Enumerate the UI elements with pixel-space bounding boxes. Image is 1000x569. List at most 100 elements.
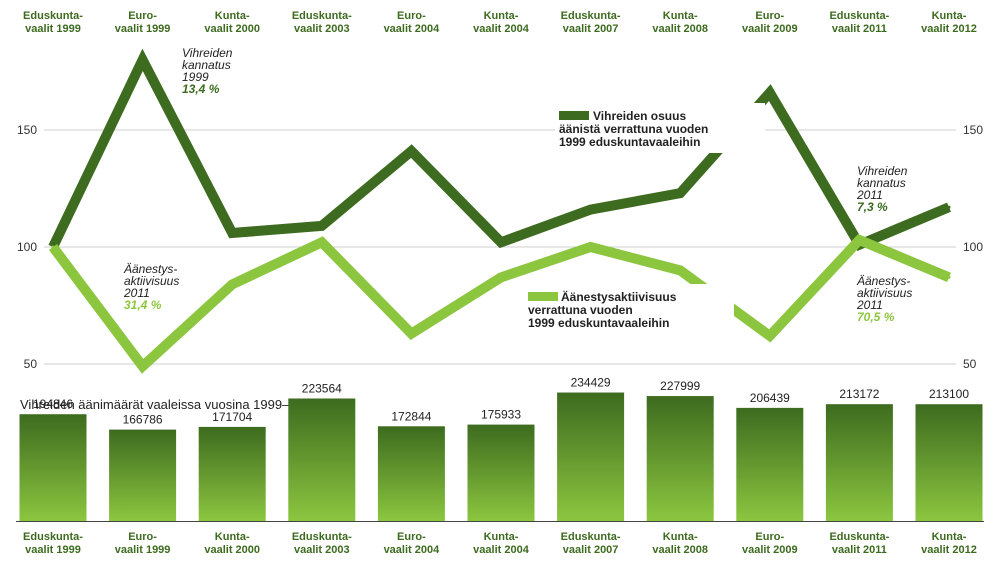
line-point: [678, 191, 682, 195]
y-tick-label-left: 150: [17, 123, 37, 137]
bar: [109, 429, 177, 521]
bottom-category-label: vaalit 2012: [921, 544, 977, 556]
turnout-line: [49, 234, 951, 374]
bar: [19, 414, 87, 521]
bottom-category-label: Kunta-: [215, 531, 250, 543]
y-tick-label-left: 100: [17, 240, 37, 254]
bottom-category-label: Eduskunta-: [561, 531, 621, 543]
bottom-category-label: vaalit 2011: [832, 544, 887, 556]
bar-value-label: 172844: [391, 409, 431, 423]
annotation-text: aktiivisuus: [857, 286, 912, 300]
annotation-text: aktiivisuus: [124, 274, 179, 288]
annotation-text: Äänestys-: [856, 274, 910, 288]
annotation-value: 31,4 %: [124, 298, 162, 312]
top-category-label: Eduskunta-: [829, 10, 889, 22]
bottom-category-label: vaalit 2004: [384, 544, 441, 556]
bottom-category-label: vaalit 2000: [204, 544, 260, 556]
legend-label: 1999 eduskuntavaaleihin: [559, 135, 700, 149]
bottom-category-label: vaalit 2009: [742, 544, 798, 556]
top-category-label: Kunta-: [484, 10, 519, 22]
bar-value-label: 194846: [33, 397, 73, 411]
top-category-label: vaalit 2003: [294, 23, 350, 35]
legend-background: [524, 284, 734, 334]
legend-background: [555, 103, 765, 153]
top-category-label: vaalit 2012: [921, 23, 977, 35]
line-point: [320, 224, 324, 228]
bar: [915, 404, 983, 521]
annotation-text: kannatus: [182, 58, 231, 72]
top-category-label: vaalit 2011: [832, 23, 887, 35]
bottom-category-label: Eduskunta-: [292, 531, 352, 543]
legend-swatch: [559, 111, 589, 120]
top-category-label: Kunta-: [663, 10, 698, 22]
line-point: [768, 334, 772, 338]
bar: [288, 398, 356, 521]
annotation-text: 1999: [182, 70, 209, 84]
bottom-category-label: vaalit 1999: [25, 544, 81, 556]
line-point: [768, 91, 772, 95]
line-point: [499, 240, 503, 244]
top-category-label: Kunta-: [215, 10, 250, 22]
bar-chart-title: Vihreiden äänimäärät vaaleissa vuosina 1…: [20, 397, 318, 412]
annotation-text: 2011: [856, 298, 883, 312]
line-point: [409, 332, 413, 336]
line-point: [141, 364, 145, 368]
bar-value-label: 223564: [302, 381, 342, 395]
annotation-value: 70,5 %: [857, 310, 895, 324]
legend-label: Vihreiden osuus: [593, 109, 686, 123]
top-category-label: vaalit 2004: [384, 23, 441, 35]
top-category-label: Euro-: [397, 10, 426, 22]
top-category-label: Eduskunta-: [23, 10, 83, 22]
bar-value-label: 227999: [660, 379, 700, 393]
legend-label: Äänestysaktiivisuus: [561, 289, 677, 304]
bar: [467, 424, 535, 521]
bar-value-label: 213100: [929, 387, 969, 401]
y-tick-label-right: 100: [963, 240, 983, 254]
annotation-text: Äänestys-: [123, 262, 177, 276]
y-tick-label-right: 150: [963, 123, 983, 137]
top-category-label: vaalit 2009: [742, 23, 798, 35]
bar: [646, 396, 714, 521]
bar-value-label: 213172: [839, 387, 879, 401]
bar: [736, 407, 804, 521]
top-category-label: vaalit 1999: [25, 23, 81, 35]
bottom-category-label: Kunta-: [932, 531, 967, 543]
top-category-label: vaalit 2007: [563, 23, 619, 35]
line-point: [141, 58, 145, 62]
legend-label: äänistä verrattuna vuoden: [559, 122, 708, 136]
top-category-label: Euro-: [128, 10, 157, 22]
bar: [198, 426, 266, 521]
bottom-category-label: Euro-: [397, 531, 426, 543]
bar-value-label: 166786: [123, 413, 163, 427]
bottom-category-label: vaalit 2008: [652, 544, 708, 556]
bottom-category-label: vaalit 2004: [473, 544, 530, 556]
annotation-text: 2011: [123, 286, 150, 300]
annotation-text: 2011: [856, 188, 883, 202]
bar-value-label: 206439: [750, 391, 790, 405]
top-category-label: vaalit 2008: [652, 23, 708, 35]
legend-swatch: [528, 292, 558, 301]
line-point: [230, 282, 234, 286]
bar-value-label: 171704: [212, 410, 252, 424]
bottom-category-label: Kunta-: [663, 531, 698, 543]
bar-value-label: 175933: [481, 408, 521, 422]
legend-label: verrattuna vuoden: [528, 303, 633, 317]
line-point: [589, 208, 593, 212]
bar: [825, 404, 893, 521]
bottom-category-label: vaalit 2007: [563, 544, 619, 556]
top-category-label: Euro-: [755, 10, 784, 22]
annotation-text: Vihreiden: [857, 164, 908, 178]
top-category-label: vaalit 2000: [204, 23, 260, 35]
y-tick-label-right: 50: [963, 357, 977, 371]
top-category-label: Eduskunta-: [561, 10, 621, 22]
line-point: [947, 205, 951, 209]
bottom-category-label: Euro-: [128, 531, 157, 543]
bottom-category-label: Eduskunta-: [829, 531, 889, 543]
annotation-text: Vihreiden: [182, 46, 233, 60]
bottom-category-label: vaalit 2003: [294, 544, 350, 556]
line-point: [230, 231, 234, 235]
legend-label: 1999 eduskuntavaaleihin: [528, 316, 669, 330]
line-point: [947, 275, 951, 279]
line-point: [51, 245, 55, 249]
